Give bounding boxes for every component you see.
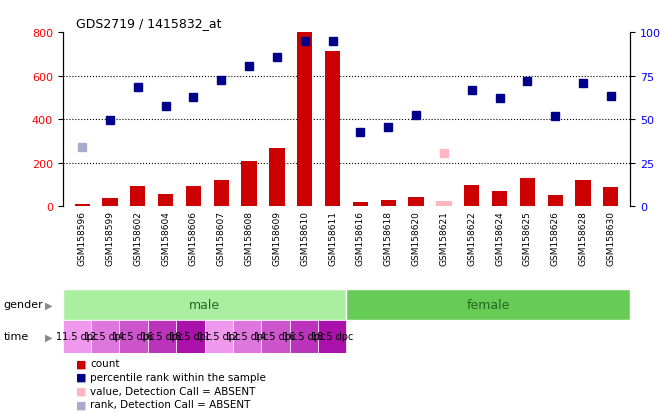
Bar: [214, 180, 229, 206]
Text: GSM158604: GSM158604: [161, 211, 170, 266]
Text: 18.5 dpc: 18.5 dpc: [311, 332, 354, 342]
Text: GSM158626: GSM158626: [550, 211, 560, 266]
Bar: [102, 198, 117, 206]
Bar: [119, 320, 148, 353]
Bar: [603, 188, 618, 206]
Bar: [576, 180, 591, 206]
Text: GDS2719 / 1415832_at: GDS2719 / 1415832_at: [76, 17, 221, 29]
Text: 16.5 dpc: 16.5 dpc: [141, 332, 183, 342]
Text: GSM158611: GSM158611: [328, 211, 337, 266]
Bar: [261, 320, 290, 353]
Text: 11.5 dpc: 11.5 dpc: [197, 332, 240, 342]
Text: female: female: [467, 298, 510, 311]
Text: ▶: ▶: [45, 332, 52, 342]
Text: value, Detection Call = ABSENT: value, Detection Call = ABSENT: [90, 386, 256, 396]
Bar: [148, 320, 176, 353]
Text: GSM158608: GSM158608: [245, 211, 253, 266]
Text: 14.5 dpc: 14.5 dpc: [254, 332, 297, 342]
Text: ■: ■: [76, 372, 86, 382]
Text: GSM158616: GSM158616: [356, 211, 365, 266]
Bar: [346, 289, 630, 320]
Bar: [269, 149, 284, 206]
Text: count: count: [90, 358, 120, 368]
Text: GSM158599: GSM158599: [106, 211, 114, 266]
Text: rank, Detection Call = ABSENT: rank, Detection Call = ABSENT: [90, 399, 251, 409]
Bar: [492, 192, 507, 206]
Bar: [290, 320, 318, 353]
Bar: [186, 187, 201, 206]
Text: GSM158618: GSM158618: [383, 211, 393, 266]
Text: GSM158620: GSM158620: [412, 211, 420, 266]
Text: GSM158628: GSM158628: [579, 211, 587, 266]
Text: GSM158622: GSM158622: [467, 211, 477, 265]
Bar: [325, 52, 341, 206]
Text: time: time: [3, 332, 28, 342]
Text: ■: ■: [76, 386, 86, 396]
Text: 12.5 dpc: 12.5 dpc: [84, 332, 127, 342]
Bar: [409, 198, 424, 206]
Bar: [352, 202, 368, 206]
Bar: [205, 320, 233, 353]
Text: GSM158607: GSM158607: [216, 211, 226, 266]
Text: GSM158624: GSM158624: [495, 211, 504, 265]
Text: GSM158596: GSM158596: [78, 211, 86, 266]
Text: GSM158609: GSM158609: [273, 211, 281, 266]
Text: percentile rank within the sample: percentile rank within the sample: [90, 372, 266, 382]
Bar: [297, 33, 312, 206]
Text: GSM158602: GSM158602: [133, 211, 143, 266]
Text: 18.5 dpc: 18.5 dpc: [169, 332, 212, 342]
Bar: [464, 185, 479, 206]
Bar: [318, 320, 346, 353]
Text: gender: gender: [3, 299, 43, 310]
Bar: [381, 200, 396, 206]
Text: GSM158630: GSM158630: [607, 211, 615, 266]
Text: 11.5 dpc: 11.5 dpc: [55, 332, 98, 342]
Text: ■: ■: [76, 358, 86, 368]
Text: ■: ■: [76, 399, 86, 409]
Bar: [75, 205, 90, 206]
Text: ▶: ▶: [45, 299, 52, 310]
Text: 16.5 dpc: 16.5 dpc: [282, 332, 325, 342]
Text: GSM158610: GSM158610: [300, 211, 310, 266]
Bar: [130, 187, 145, 206]
Text: GSM158606: GSM158606: [189, 211, 198, 266]
Text: GSM158625: GSM158625: [523, 211, 532, 266]
Bar: [176, 320, 205, 353]
Bar: [63, 289, 346, 320]
Bar: [233, 320, 261, 353]
Bar: [548, 196, 563, 206]
Text: GSM158621: GSM158621: [440, 211, 448, 266]
Text: male: male: [189, 298, 220, 311]
Text: 12.5 dpc: 12.5 dpc: [226, 332, 269, 342]
Bar: [242, 161, 257, 206]
Text: 14.5 dpc: 14.5 dpc: [112, 332, 155, 342]
Bar: [436, 201, 451, 206]
Bar: [91, 320, 119, 353]
Bar: [63, 320, 91, 353]
Bar: [158, 195, 174, 206]
Bar: [519, 179, 535, 206]
